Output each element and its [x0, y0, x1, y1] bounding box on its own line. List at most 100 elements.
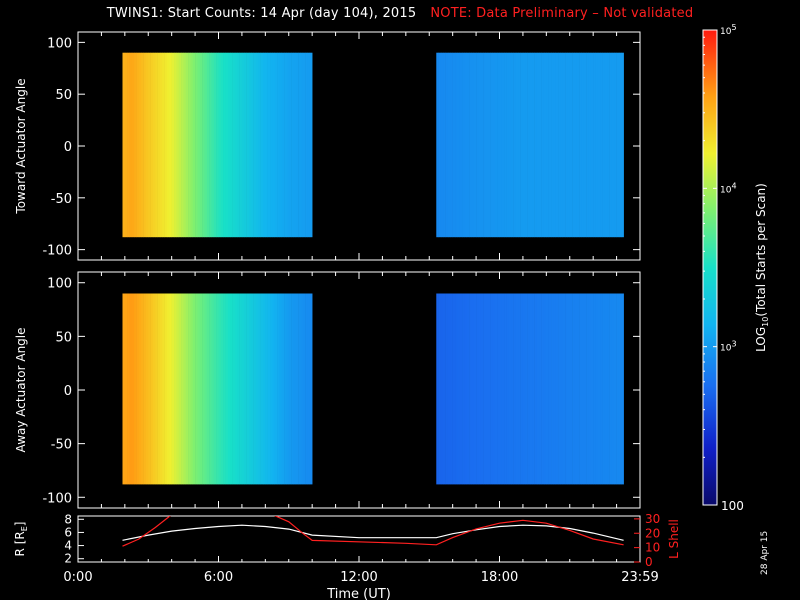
toward-cell	[134, 52, 137, 238]
away-cell	[548, 293, 552, 485]
r-axis-label-sub: E	[20, 526, 29, 531]
toward-cell	[131, 52, 135, 238]
away-cell	[204, 293, 208, 485]
toward-cell	[148, 52, 151, 238]
away-cell	[284, 293, 287, 485]
colorbar-tick-exp: 5	[731, 23, 736, 32]
away-cell	[152, 293, 156, 485]
time-tick-label: 0:00	[63, 570, 92, 585]
toward-cell	[265, 52, 268, 238]
orbit-frame	[77, 515, 641, 563]
away-cell	[192, 293, 196, 485]
toward-angle-panel: 100 50 0 -50 -100 Toward Actuator Angle	[14, 31, 641, 261]
away-cell	[157, 293, 161, 485]
time-tick-label: 23:59	[621, 570, 658, 585]
toward-cell	[534, 52, 538, 238]
toward-cell	[279, 52, 283, 238]
toward-cell	[621, 52, 624, 238]
r-line	[122, 524, 624, 541]
toward-cell	[614, 52, 617, 238]
toward-cell	[445, 52, 449, 238]
away-cell	[124, 293, 128, 485]
away-cell	[593, 293, 596, 485]
away-cell	[436, 293, 439, 485]
away-cell	[572, 293, 575, 485]
toward-cell	[469, 52, 472, 238]
away-cell	[506, 293, 510, 485]
toward-cell	[555, 52, 559, 238]
away-cell	[199, 293, 203, 485]
away-cell	[218, 293, 222, 485]
away-cell	[543, 293, 547, 485]
away-cell	[536, 293, 540, 485]
away-cell	[286, 293, 290, 485]
lshell-axis-label: L Shell	[667, 519, 681, 559]
away-cell	[604, 293, 608, 485]
away-cell	[534, 293, 538, 485]
away-ylabel: Away Actuator Angle	[14, 327, 28, 452]
toward-cell	[602, 52, 606, 238]
toward-cell	[436, 52, 439, 238]
away-cell	[567, 293, 571, 485]
toward-cell	[199, 52, 203, 238]
toward-cell	[490, 52, 493, 238]
toward-cell	[506, 52, 510, 238]
away-cell	[202, 293, 205, 485]
toward-cell	[145, 52, 149, 238]
r-axis-tick-label: 4	[64, 539, 72, 553]
toward-cell	[309, 52, 313, 238]
toward-cell	[136, 52, 140, 238]
away-cell	[471, 293, 475, 485]
toward-cell	[522, 52, 526, 238]
away-cell	[293, 293, 297, 485]
away-cell	[262, 293, 266, 485]
toward-cell	[244, 52, 247, 238]
toward-cell	[450, 52, 453, 238]
away-ytick-label: -100	[42, 491, 72, 506]
toward-cell	[455, 52, 458, 238]
away-cell	[232, 293, 236, 485]
r-axis-label-main: R [R	[13, 531, 27, 556]
away-cell	[164, 293, 168, 485]
away-cell	[478, 293, 482, 485]
toward-ylabel: Toward Actuator Angle	[14, 78, 28, 214]
away-cell	[190, 293, 194, 485]
toward-cell	[183, 52, 187, 238]
toward-cell	[478, 52, 482, 238]
away-cell	[522, 293, 526, 485]
away-cell	[452, 293, 456, 485]
away-cell	[171, 293, 175, 485]
away-cell	[174, 293, 177, 485]
toward-cell	[270, 52, 273, 238]
toward-cell	[583, 52, 587, 238]
toward-cell	[258, 52, 261, 238]
toward-cell	[529, 52, 533, 238]
toward-cell	[520, 52, 524, 238]
away-cell	[525, 293, 528, 485]
away-cell	[499, 293, 503, 485]
away-cell	[145, 293, 149, 485]
away-cell	[490, 293, 493, 485]
away-cell	[485, 293, 489, 485]
toward-cell	[579, 52, 582, 238]
lshell-axis-tick-label: 10	[645, 541, 660, 555]
away-cell	[443, 293, 446, 485]
away-cell	[527, 293, 531, 485]
away-cell	[223, 293, 226, 485]
away-cell	[300, 293, 304, 485]
away-cell	[155, 293, 158, 485]
toward-cell	[277, 52, 280, 238]
away-cell	[600, 293, 603, 485]
toward-cell	[611, 52, 615, 238]
toward-cell	[462, 52, 465, 238]
away-cell	[579, 293, 582, 485]
toward-cell	[272, 52, 275, 238]
toward-cell	[607, 52, 610, 238]
colorbar-tick-mantissa: 10	[720, 185, 732, 195]
away-cell	[258, 293, 261, 485]
away-cell	[440, 293, 444, 485]
time-tick-label: 12:00	[340, 570, 377, 585]
toward-cell	[150, 52, 154, 238]
colorbar-label-pre: LOG	[754, 327, 768, 352]
